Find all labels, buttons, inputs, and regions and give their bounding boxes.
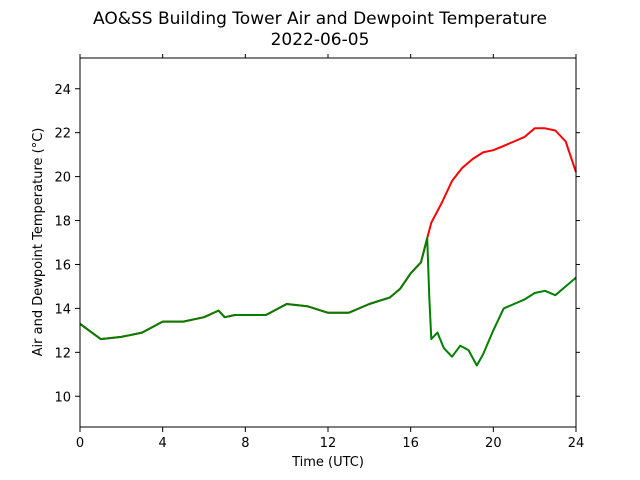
x-tick-label: 20 [485, 436, 502, 451]
y-tick-label: 14 [54, 302, 71, 317]
x-tick-label: 8 [241, 436, 249, 451]
series-line-1 [79, 127, 577, 341]
y-tick-label: 22 [54, 127, 71, 142]
y-tick-label: 12 [54, 346, 71, 361]
chart-title: AO&SS Building Tower Air and Dewpoint Te… [93, 9, 547, 29]
x-tick-label: 0 [76, 436, 84, 451]
y-tick-label: 18 [54, 215, 71, 230]
ticks: 0 4 8 12 16 20 24 10 12 14 16 18 20 22 24 [54, 54, 584, 451]
y-tick-label: 24 [54, 83, 71, 98]
y-axis-label: Air and Dewpoint Temperature (°C) [31, 128, 46, 357]
y-tick-label: 16 [54, 258, 71, 273]
x-tick-label: 24 [568, 436, 585, 451]
y-tick-label: 10 [54, 390, 71, 405]
x-tick-label: 16 [402, 436, 419, 451]
series-line-2 [79, 237, 577, 367]
chart-subtitle: 2022-06-05 [271, 30, 370, 50]
plot-frame [79, 57, 577, 428]
x-tick-label: 4 [159, 436, 167, 451]
x-axis-label: Time (UTC) [291, 455, 364, 470]
plot-lines [79, 127, 577, 367]
x-tick-label: 12 [320, 436, 337, 451]
y-tick-label: 20 [54, 171, 71, 186]
